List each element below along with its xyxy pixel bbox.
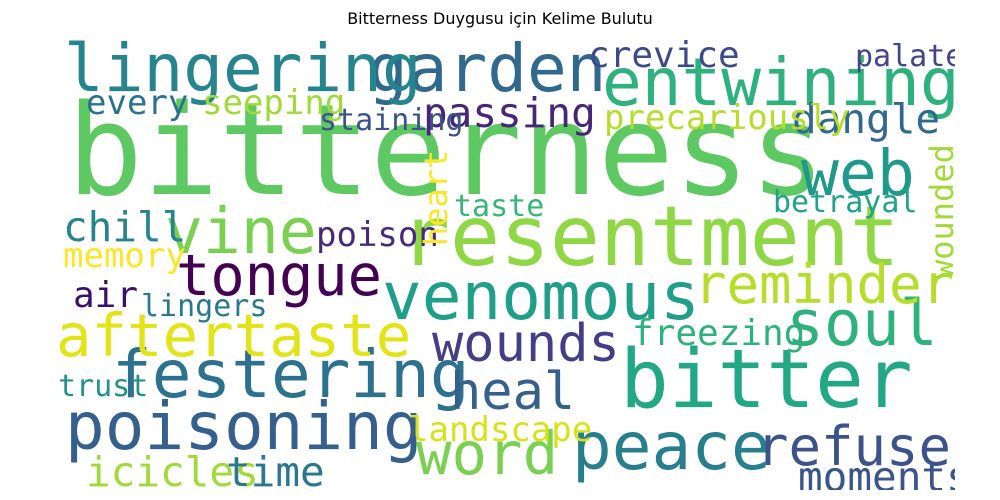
word-heal: heal [450,362,576,422]
word-festering: festering [112,336,470,413]
word-dangle: dangle [792,95,941,143]
chart-title: Bitterness Duygusu için Kelime Bulutu [347,9,653,28]
word-staining: staining [319,103,464,138]
word-tongue: tongue [176,243,382,309]
word-web: web [801,137,915,210]
word-lingers: lingers [141,289,268,324]
word-venomous: venomous [382,258,700,335]
word-poisoning: poisoning [65,388,423,465]
word-heart: heart [417,149,455,246]
word-entwining: entwining [602,44,955,121]
word-landscape: landscape [408,410,593,450]
word-palate: palate [855,39,955,74]
word-air: air [73,275,139,316]
word-soul: soul [786,287,938,360]
word-icicles: icicles [86,448,259,491]
word-freezing: freezing [632,313,806,354]
word-aftertaste: aftertaste [56,301,412,370]
word-wounded: wounded [923,144,955,280]
word-crevice: crevice [588,37,740,76]
word-seeping: seeping [202,83,346,123]
word-betrayal: betrayal [773,185,918,220]
word-vine: vine [165,195,317,268]
word-precariously: precariously [604,98,850,138]
word-refuse: refuse [756,415,952,478]
word-chill: chill [63,203,187,251]
word-time: time [226,448,325,491]
word-bitter: bitter [620,333,913,427]
word-trust: trust [58,369,149,404]
word-peace: peace [572,408,771,485]
word-memory: memory [63,236,186,276]
word-taste: taste [454,189,545,224]
word-garden: garden [368,37,607,107]
word-cloud: bitterness resentment bitter garden lingerin… [45,37,955,490]
word-wounds: wounds [432,314,620,374]
word-passing: passing [423,89,596,137]
word-bitterness: bitterness [67,77,826,224]
word-reminder: reminder [694,253,955,316]
word-every: every [86,83,189,123]
word-word: word [416,419,559,488]
word-lingering: lingering [64,37,422,107]
word-moments: moments [798,453,955,491]
word-resentment: resentment [400,188,900,285]
word-poison: poison [316,215,439,255]
